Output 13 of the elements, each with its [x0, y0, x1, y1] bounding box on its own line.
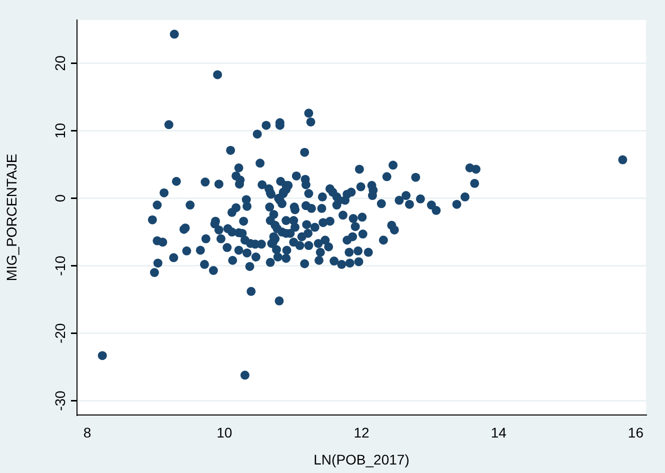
- y-tick-label: -30: [52, 390, 68, 411]
- x-tick-label: 14: [490, 424, 507, 440]
- x-axis-title: LN(POB_2017): [314, 451, 410, 468]
- x-tick-label: 10: [216, 424, 232, 440]
- x-tick-label: 8: [83, 424, 92, 440]
- y-tick-label: -20: [52, 322, 68, 344]
- x-tick-label: 16: [628, 424, 644, 440]
- y-tick-label: 10: [52, 122, 68, 139]
- y-tick-label: 0: [52, 194, 68, 202]
- x-tick-label: 12: [354, 424, 370, 440]
- y-tick-label: 20: [52, 55, 68, 72]
- y-axis-title: MIG_PORCENTAJE: [3, 154, 20, 282]
- y-tick-label: -10: [52, 255, 68, 276]
